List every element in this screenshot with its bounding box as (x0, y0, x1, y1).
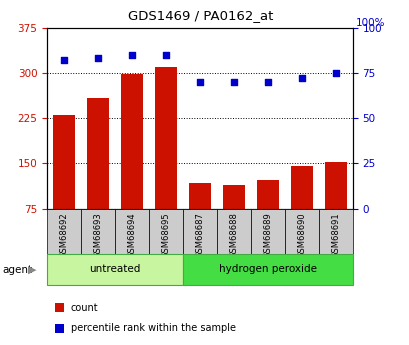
Text: agent: agent (2, 265, 32, 275)
Bar (87, 98, 109, 254)
Bar (284, 209, 318, 254)
Text: GSM68693: GSM68693 (93, 212, 102, 258)
Point (298, 76, 304, 81)
Bar (155, 67, 177, 254)
Point (94, 56, 101, 61)
Bar (115, 209, 148, 254)
Text: GSM68695: GSM68695 (161, 212, 170, 258)
Bar (216, 209, 250, 254)
Text: GSM68689: GSM68689 (263, 212, 272, 258)
Bar (47, 209, 81, 254)
Bar (318, 209, 352, 254)
Point (264, 79, 270, 85)
Text: GSM68688: GSM68688 (229, 212, 238, 258)
Bar (324, 162, 346, 254)
Point (196, 79, 203, 85)
Point (162, 52, 169, 58)
Text: percentile rank within the sample: percentile rank within the sample (70, 323, 235, 333)
Bar (189, 183, 210, 254)
Bar (290, 166, 312, 254)
Text: GSM68687: GSM68687 (195, 212, 204, 258)
Point (230, 79, 236, 85)
Text: GSM68694: GSM68694 (127, 212, 136, 258)
Text: count: count (70, 303, 98, 313)
Text: hydrogen peroxide: hydrogen peroxide (218, 264, 316, 274)
Text: GSM68692: GSM68692 (59, 212, 68, 258)
Bar (81, 209, 115, 254)
Bar (121, 74, 143, 254)
Text: GDS1469 / PA0162_at: GDS1469 / PA0162_at (128, 9, 273, 22)
Bar (182, 254, 352, 285)
Bar (222, 185, 244, 254)
Text: GSM68691: GSM68691 (330, 212, 339, 258)
Text: ▶: ▶ (28, 265, 36, 275)
Bar (256, 180, 278, 254)
Bar (53, 115, 75, 254)
Text: 100%: 100% (355, 18, 384, 28)
Bar (250, 209, 284, 254)
Point (332, 70, 338, 76)
Bar (148, 209, 182, 254)
Point (128, 52, 135, 58)
Text: untreated: untreated (89, 264, 140, 274)
Text: GSM68690: GSM68690 (297, 212, 306, 258)
Bar (47, 254, 182, 285)
Point (61, 57, 67, 63)
Bar (182, 209, 216, 254)
